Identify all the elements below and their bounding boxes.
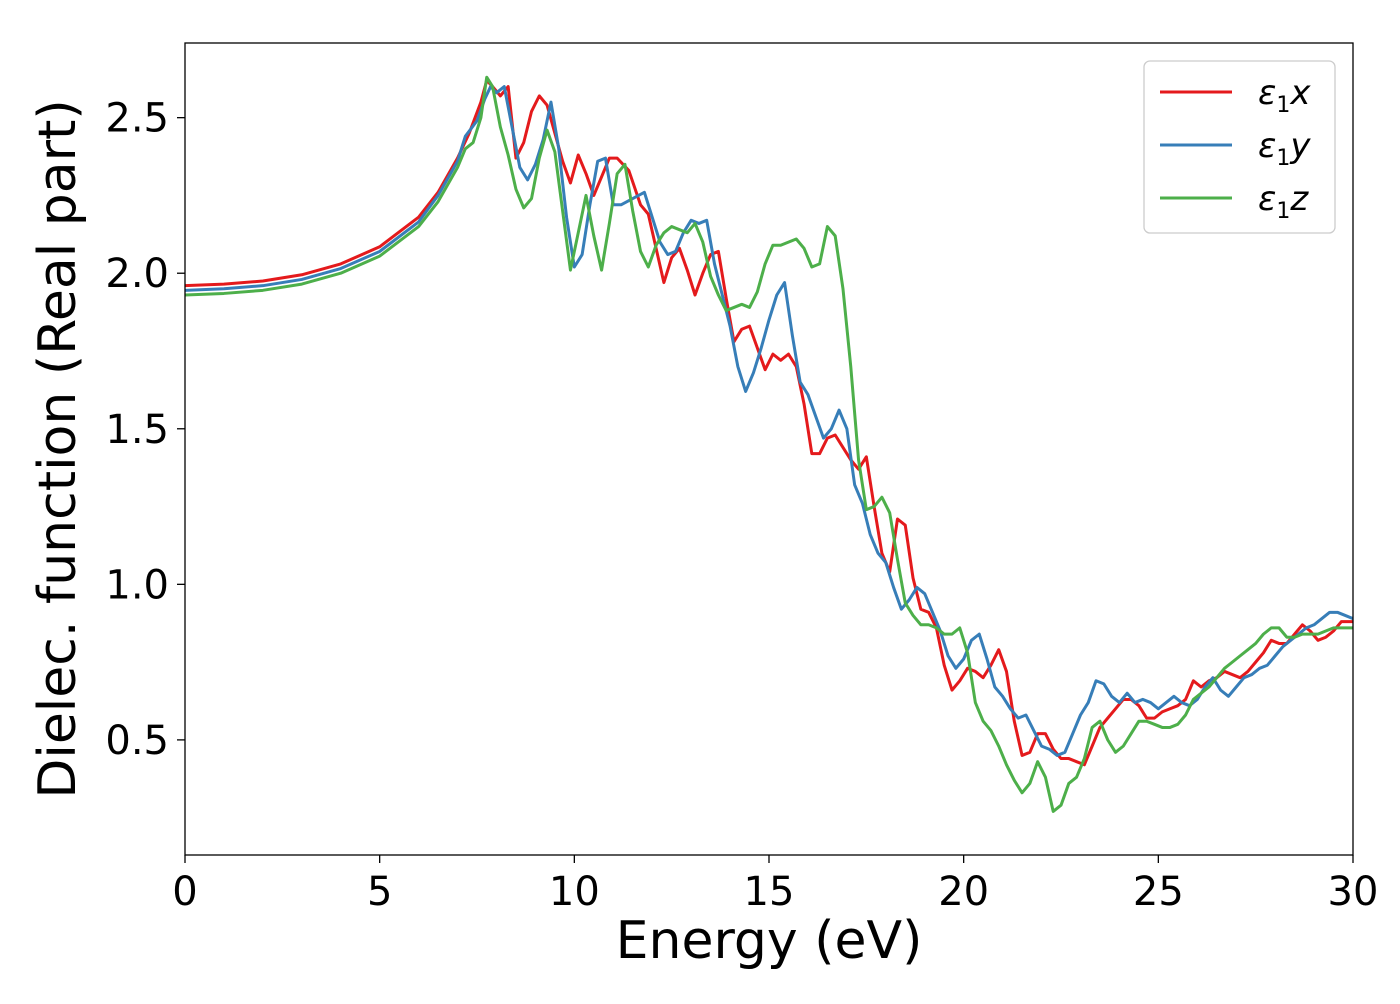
legend-label-z: ε1z — [1258, 179, 1309, 224]
y-tick-label: 2.5 — [105, 96, 169, 142]
series-line-y — [185, 85, 1353, 757]
x-tick-label: 10 — [549, 869, 600, 915]
legend: ε1x ε1y ε1z — [1143, 60, 1336, 234]
x-tick-label: 25 — [1133, 869, 1184, 915]
x-tick-label: 30 — [1328, 869, 1379, 915]
y-axis-label: Dielec. function (Real part) — [28, 99, 88, 798]
y-tick-label: 1.0 — [105, 562, 169, 608]
legend-label-y: ε1y — [1258, 126, 1311, 171]
x-tick-label: 15 — [744, 869, 795, 915]
y-tick-label: 1.5 — [105, 407, 169, 453]
y-tick-label: 2.0 — [105, 251, 169, 297]
series-layer — [185, 75, 1353, 813]
legend-box — [1143, 60, 1336, 234]
x-tick-label: 5 — [367, 869, 392, 915]
series-line-z — [185, 75, 1353, 813]
x-tick-label: 0 — [172, 869, 197, 915]
x-axis: 0 5 10 15 20 25 30 — [172, 855, 1378, 915]
y-tick-label: 0.5 — [105, 718, 169, 764]
y-axis: 0.5 1.0 1.5 2.0 2.5 — [105, 96, 185, 764]
x-axis-label: Energy (eV) — [616, 911, 923, 971]
legend-label-x: ε1x — [1258, 73, 1311, 118]
x-tick-label: 20 — [938, 869, 989, 915]
